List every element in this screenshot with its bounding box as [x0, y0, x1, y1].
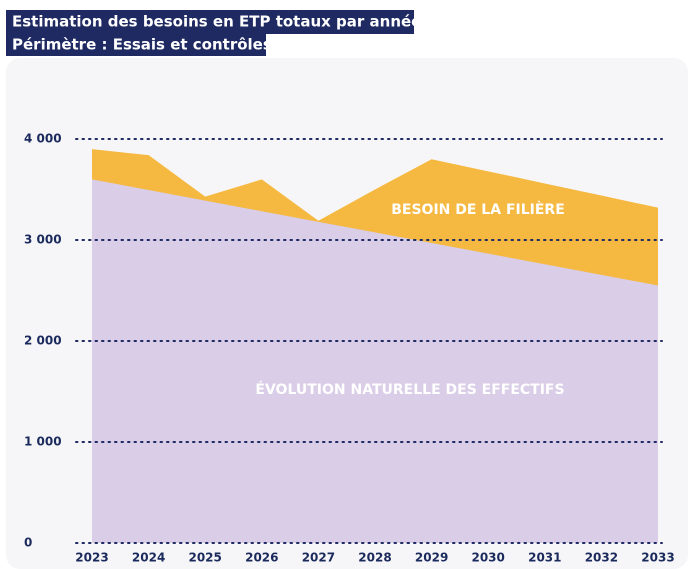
x-tick-label: 2028	[358, 551, 391, 565]
series-label: BESOIN DE LA FILIÈRE	[391, 201, 565, 218]
subtitle-box	[6, 34, 266, 56]
x-tick-label: 2023	[75, 551, 108, 565]
y-tick-label: 0	[24, 536, 32, 550]
x-tick-label: 2031	[528, 551, 561, 565]
x-tick-label: 2027	[302, 551, 335, 565]
y-tick-label: 4 000	[24, 132, 62, 146]
y-tick-label: 2 000	[24, 334, 62, 348]
y-tick-label: 1 000	[24, 435, 62, 449]
x-tick-label: 2033	[641, 551, 674, 565]
series-label: ÉVOLUTION NATURELLE DES EFFECTIFS	[255, 381, 564, 398]
x-tick-label: 2030	[471, 551, 504, 565]
x-tick-label: 2026	[245, 551, 278, 565]
chart-subtitle: Périmètre : Essais et contrôles	[12, 36, 272, 54]
x-tick-label: 2025	[188, 551, 221, 565]
x-tick-label: 2024	[132, 551, 165, 565]
title-box	[6, 10, 414, 34]
x-tick-label: 2029	[415, 551, 448, 565]
chart-title: Estimation des besoins en ETP totaux par…	[12, 13, 421, 31]
y-tick-label: 3 000	[24, 233, 62, 247]
x-tick-label: 2032	[585, 551, 618, 565]
area	[92, 179, 658, 543]
